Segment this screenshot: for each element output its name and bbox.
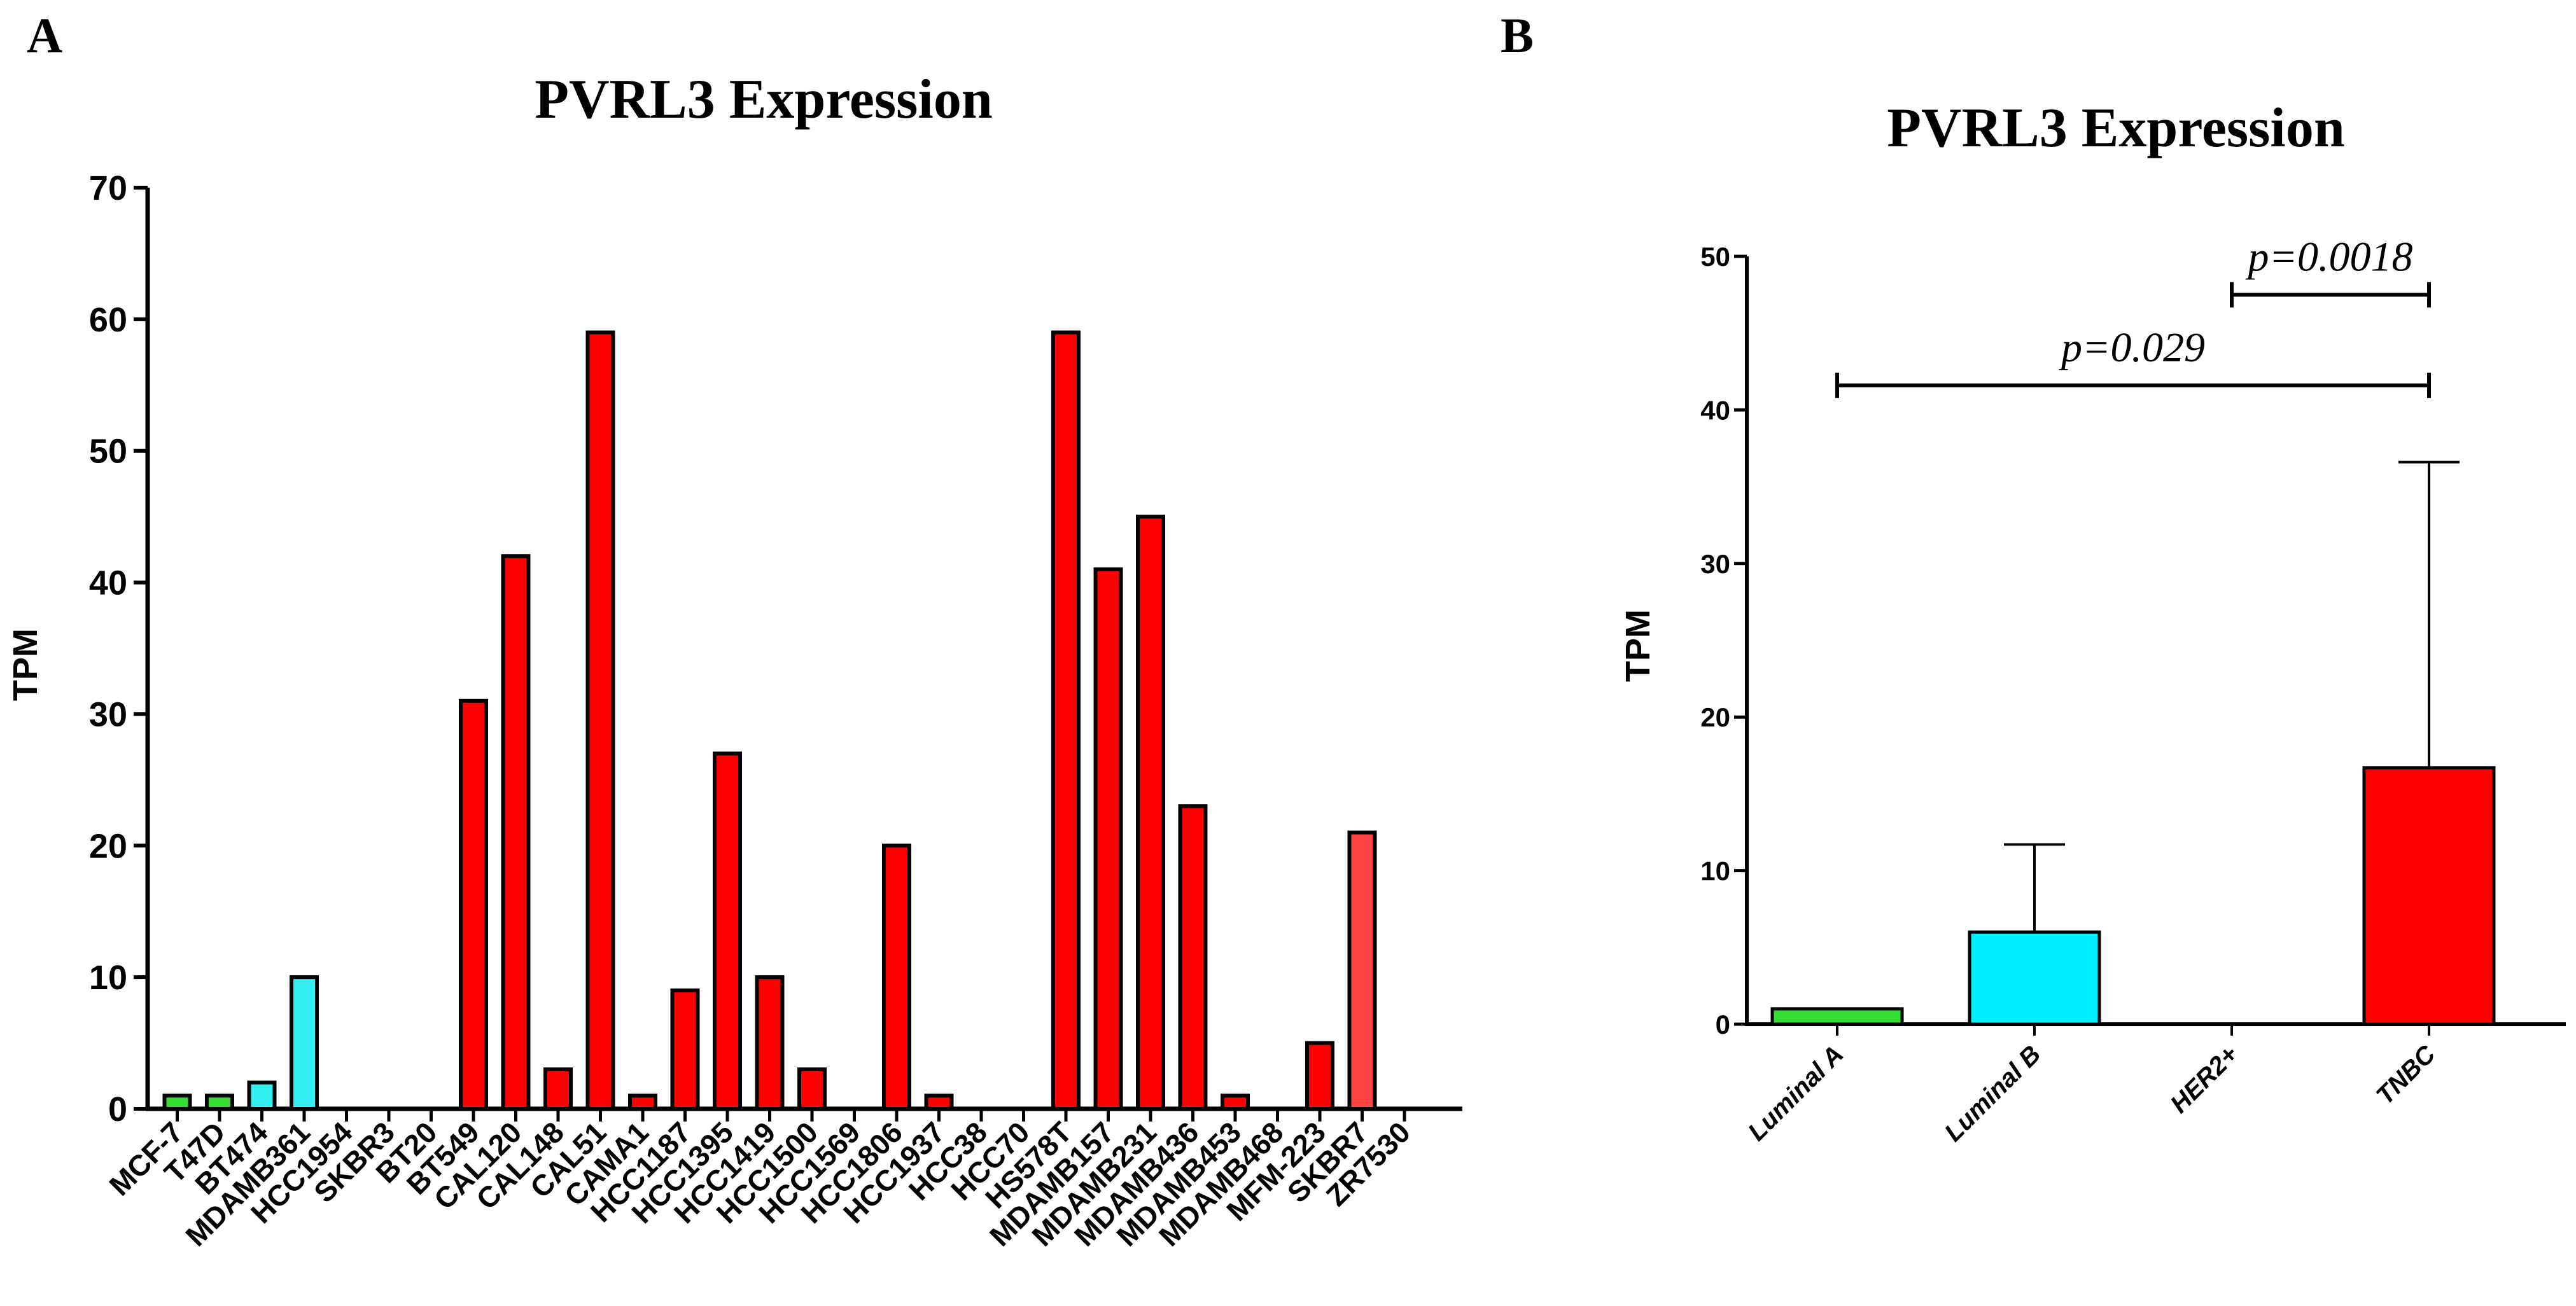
chart-a-bar xyxy=(1051,330,1081,1111)
chart-b-bar xyxy=(1968,930,2101,1026)
chart-b-x-tick-label: Luminal B xyxy=(1940,1040,2047,1147)
chart-b-x-tick-label: HER2+ xyxy=(2165,1040,2243,1118)
chart-a-bar xyxy=(501,554,531,1111)
chart-a-bar xyxy=(713,751,742,1111)
chart-a-bar xyxy=(628,1094,657,1111)
chart-b-bar xyxy=(1770,1007,1904,1026)
chart-b-p-value-label: p=0.029 xyxy=(2059,324,2205,371)
chart-a-bar xyxy=(670,988,700,1111)
chart-a-bar xyxy=(162,1094,192,1111)
chart-a-y-tick-label: 40 xyxy=(89,564,127,602)
chart-a-bar xyxy=(1305,1041,1334,1111)
chart-b: PVRL3 Expression TPM 0 10 20 30 40 50 Luminal… xyxy=(1619,97,2566,1147)
chart-b-y-tick-label: 10 xyxy=(1700,856,1730,886)
chart-b-y-axis-label: TPM xyxy=(1619,609,1657,682)
chart-a-y-tick-label: 50 xyxy=(89,433,127,471)
chart-a-y-tick-label: 10 xyxy=(89,959,127,997)
panel-a-label: A xyxy=(27,8,62,63)
chart-a-bar xyxy=(247,1080,277,1111)
chart-a-title: PVRL3 Expression xyxy=(535,69,993,130)
chart-a-y-axis-label: TPM xyxy=(6,629,45,701)
chart-b-bars xyxy=(1770,766,2496,1026)
chart-a: PVRL3 Expression TPM 0 10 20 30 40 50 60 70 MCF… xyxy=(6,69,1462,1253)
chart-a-bar xyxy=(1136,515,1165,1111)
chart-b-y-tick-label: 30 xyxy=(1700,549,1730,579)
chart-b-bar xyxy=(2362,766,2496,1026)
chart-b-significance-annotations: p=0.029 p=0.0018 xyxy=(1835,233,2431,398)
chart-a-bar xyxy=(924,1094,954,1111)
chart-a-bar xyxy=(205,1094,234,1111)
chart-b-title: PVRL3 Expression xyxy=(1887,97,2345,159)
chart-b-error-bars xyxy=(2004,461,2460,933)
chart-a-bar xyxy=(585,330,615,1111)
chart-b-y-tick-label: 0 xyxy=(1716,1010,1730,1039)
chart-b-y-tick-label: 40 xyxy=(1700,395,1730,425)
chart-b-p-value-label: p=0.0018 xyxy=(2245,233,2412,280)
chart-a-x-ticks xyxy=(176,1109,1406,1122)
panel-b-label: B xyxy=(1501,8,1534,63)
chart-a-y-tick-label: 0 xyxy=(108,1090,127,1129)
chart-a-bar xyxy=(797,1067,827,1111)
chart-a-y-tick-label: 70 xyxy=(89,169,127,207)
chart-b-y-tick-label: 20 xyxy=(1700,702,1730,732)
chart-b-x-tick-label: Luminal A xyxy=(1743,1040,1849,1146)
chart-a-bar xyxy=(543,1067,573,1111)
chart-a-bar xyxy=(1178,804,1208,1111)
chart-a-y-tick-label: 30 xyxy=(89,695,127,733)
chart-b-x-tick-labels: Luminal A Luminal B HER2+ TNBC xyxy=(1743,1039,2442,1147)
chart-a-y-tick-label: 20 xyxy=(89,827,127,865)
chart-a-y-ticks: 0 10 20 30 40 50 60 70 xyxy=(89,169,148,1129)
chart-b-y-ticks: 0 10 20 30 40 50 xyxy=(1700,242,1747,1039)
chart-a-bar xyxy=(882,844,911,1111)
chart-a-bar xyxy=(1221,1094,1250,1111)
chart-a-bar xyxy=(1347,830,1377,1111)
chart-a-x-tick-labels: MCF-7T47DBT474MDAMB361HCC1954SKBR3BT20BT… xyxy=(102,1115,1417,1253)
chart-a-y-tick-label: 60 xyxy=(89,301,127,339)
chart-a-bars xyxy=(162,330,1377,1111)
chart-a-bar xyxy=(290,975,319,1111)
chart-a-bar xyxy=(459,698,488,1111)
chart-a-bar xyxy=(755,975,785,1111)
chart-b-x-tick-label: TNBC xyxy=(2371,1039,2441,1109)
chart-a-bar xyxy=(1093,567,1123,1111)
chart-b-y-tick-label: 50 xyxy=(1700,242,1730,272)
chart-b-x-ticks xyxy=(1836,1024,2430,1036)
